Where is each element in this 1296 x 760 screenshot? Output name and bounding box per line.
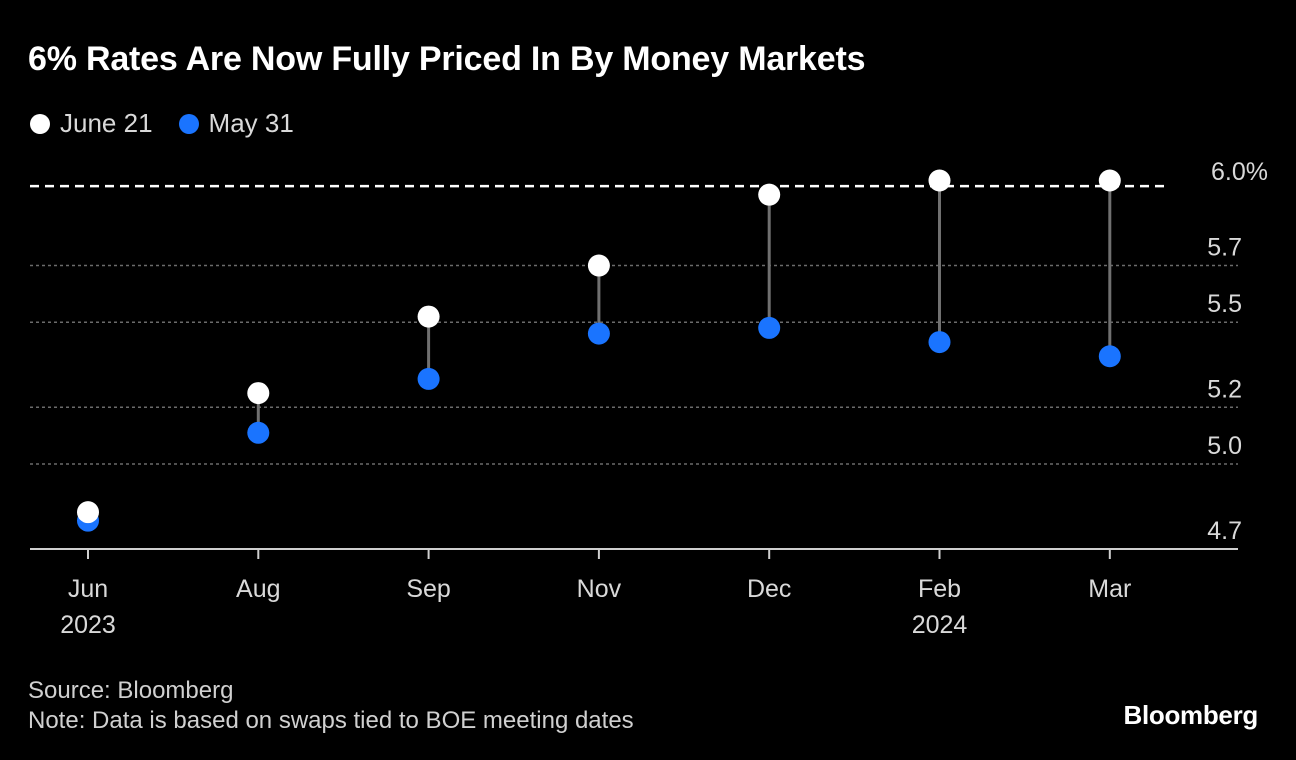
june-21-point [77, 501, 99, 524]
legend-label: June 21 [60, 108, 153, 138]
legend-entry-may-31: May 31 [178, 108, 294, 139]
x-tick-label: Feb [918, 575, 961, 603]
footer: Source: Bloomberg Note: Data is based on… [28, 676, 634, 736]
may-31-point [1098, 345, 1121, 368]
june-21-point [1098, 169, 1121, 192]
legend-entry-june-21: June 21 [30, 108, 153, 139]
june-21-point [758, 183, 781, 206]
may-31-point [587, 322, 610, 345]
june-21-point [247, 382, 270, 405]
chart-title: 6% Rates Are Now Fully Priced In By Mone… [28, 40, 866, 78]
y-tick-label: 5.5 [1207, 290, 1242, 318]
june-21-point [587, 254, 610, 277]
may-31-point [417, 367, 440, 390]
legend-dot-icon [30, 113, 50, 134]
may-31-point [758, 316, 781, 339]
may-31-point [247, 421, 270, 444]
y-tick-label: 5.7 [1207, 234, 1242, 262]
x-tick-label: Mar [1088, 575, 1131, 603]
x-year-label: 2023 [60, 611, 116, 639]
x-tick-label: Nov [577, 575, 622, 603]
may-31-point [928, 331, 951, 354]
x-tick-label: Sep [406, 575, 450, 603]
y-tick-label: 4.7 [1207, 517, 1242, 545]
source-note: Source: Bloomberg [28, 677, 234, 704]
legend: June 21 May 31 [30, 108, 294, 139]
june-21-point [417, 305, 440, 328]
y-tick-label: 5.0 [1207, 432, 1242, 460]
y-tick-label: 5.2 [1207, 375, 1242, 403]
legend-label: May 31 [208, 108, 294, 138]
june-21-point [928, 169, 951, 192]
bloomberg-logo: Bloomberg [1123, 700, 1258, 730]
data-note: Note: Data is based on swaps tied to BOE… [28, 707, 634, 734]
x-year-label: 2024 [912, 611, 968, 639]
x-tick-label: Jun [68, 575, 108, 603]
reference-line-label: 6.0% [1211, 158, 1268, 186]
x-tick-label: Dec [747, 575, 791, 603]
legend-dot-icon [178, 113, 199, 134]
x-tick-label: Aug [236, 575, 280, 603]
